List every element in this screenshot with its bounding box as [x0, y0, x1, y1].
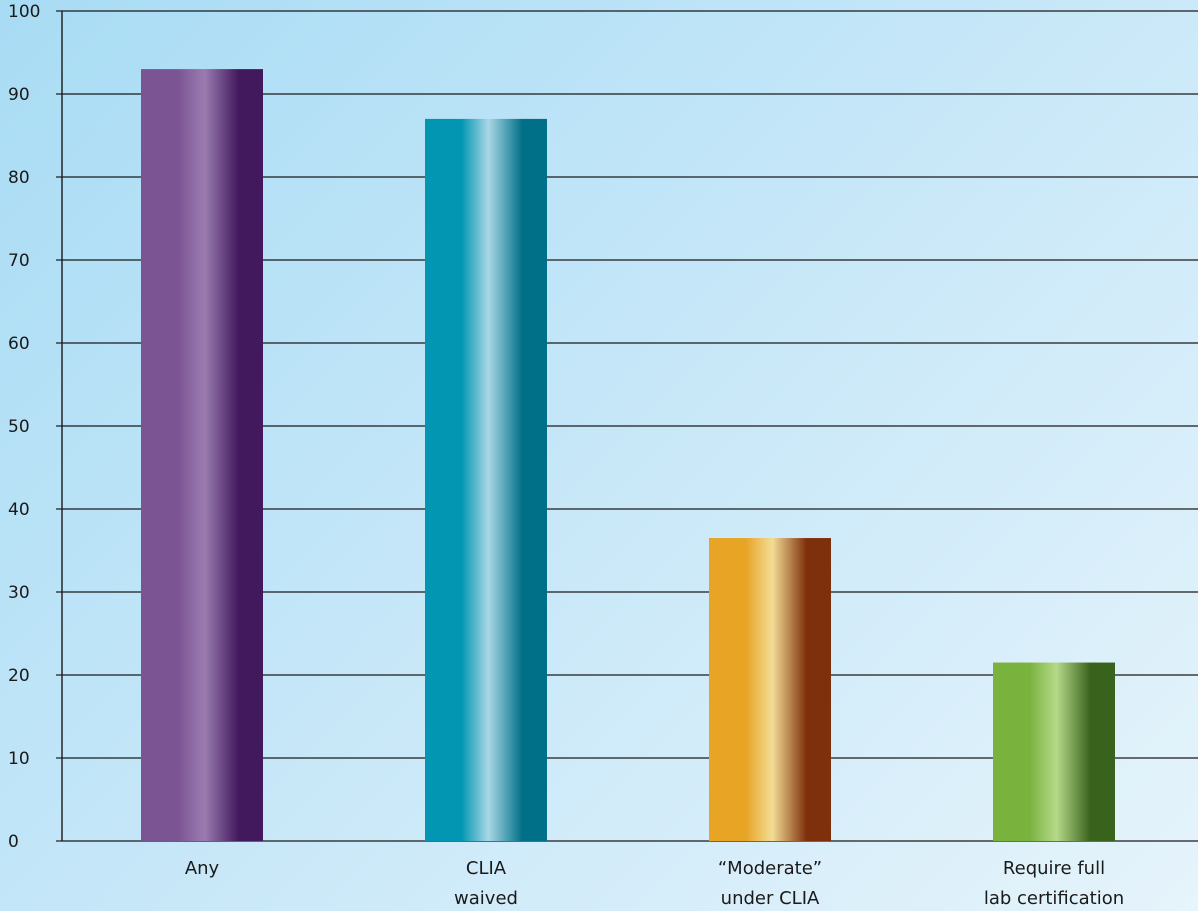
y-tick-label-10: 10 [8, 749, 30, 769]
y-tick-label-80: 80 [8, 168, 30, 188]
bar-1 [425, 118, 547, 841]
bar-2 [709, 538, 831, 841]
x-tick-label-2: “Moderate” under CLIA [718, 858, 822, 909]
x-tick-label-3: Require full lab certification [984, 858, 1124, 909]
y-tick-label-60: 60 [8, 334, 30, 354]
y-axis: 0 10 20 30 40 50 60 70 80 90 100 [8, 2, 63, 852]
y-tick-label-90: 90 [8, 85, 30, 105]
category-labels: Any CLIA waived “Moderate” under CLIA Require… [185, 858, 1124, 909]
y-tick-label-100: 100 [8, 2, 40, 22]
y-tick-label-30: 30 [8, 583, 30, 603]
y-tick-label-0: 0 [8, 832, 19, 852]
y-tick-label-40: 40 [8, 500, 30, 520]
x-tick-label-1: CLIA waived [454, 858, 518, 909]
x-tick-label-0: Any [185, 858, 220, 879]
bars [141, 69, 1115, 842]
bar-0 [141, 69, 263, 842]
y-tick-label-50: 50 [8, 417, 30, 437]
y-tick-label-20: 20 [8, 666, 30, 686]
y-tick-label-70: 70 [8, 251, 30, 271]
bar-3 [993, 662, 1115, 841]
